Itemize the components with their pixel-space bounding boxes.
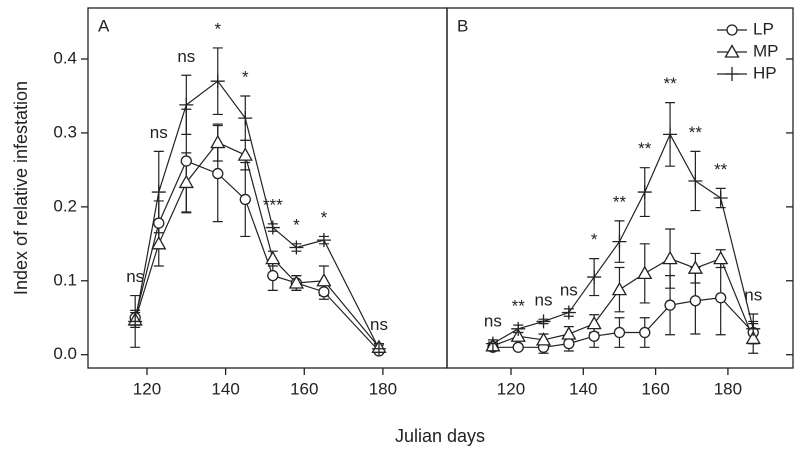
- data-point: [265, 250, 281, 265]
- legend-label: MP: [753, 41, 779, 60]
- significance-label: **: [714, 160, 728, 179]
- significance-label: ns: [150, 123, 168, 142]
- data-point: [316, 233, 331, 248]
- y-tick-label: 0.0: [53, 344, 77, 363]
- data-point: [561, 305, 576, 320]
- series-line: [492, 297, 754, 348]
- data-point: [151, 235, 167, 250]
- data-point: [238, 111, 253, 126]
- significance-label: *: [591, 230, 598, 249]
- x-tick-label: 180: [714, 379, 742, 398]
- data-point: [210, 134, 226, 149]
- data-point: [179, 97, 194, 112]
- significance-label: ns: [126, 267, 144, 286]
- significance-label: *: [321, 208, 328, 227]
- significance-label: **: [512, 297, 526, 316]
- data-point: [512, 341, 524, 353]
- data-point: [663, 127, 678, 142]
- data-point: [637, 265, 653, 280]
- series-line: [134, 160, 380, 352]
- panel-title: B: [457, 16, 468, 35]
- data-point: [265, 220, 280, 235]
- data-point: [713, 190, 728, 205]
- data-point: [151, 185, 166, 200]
- data-point: [587, 270, 602, 285]
- data-point: [316, 272, 332, 287]
- y-tick-label: 0.4: [53, 48, 77, 67]
- data-point: [637, 185, 652, 200]
- x-tick-label: 160: [290, 379, 318, 398]
- data-point: [688, 173, 703, 188]
- x-tick-label: 140: [569, 379, 597, 398]
- data-point: [664, 299, 676, 311]
- data-point: [586, 315, 602, 330]
- panel-title: A: [98, 16, 110, 35]
- panel-frame: [446, 7, 794, 369]
- significance-label: **: [613, 192, 627, 211]
- x-tick-label: 160: [641, 379, 669, 398]
- data-point: [639, 326, 651, 339]
- y-axis-label: Index of relative infestation: [11, 81, 31, 295]
- data-point: [561, 326, 577, 340]
- data-point: [611, 281, 628, 296]
- data-point: [288, 275, 305, 289]
- data-point: [212, 167, 224, 180]
- legend-label: HP: [753, 63, 777, 82]
- data-point: [536, 314, 551, 329]
- data-point: [746, 321, 761, 336]
- significance-label: *: [214, 19, 221, 38]
- data-point: [267, 269, 279, 282]
- legend-label: LP: [753, 19, 774, 38]
- significance-label: *: [242, 67, 249, 86]
- data-point: [687, 260, 703, 274]
- data-point: [715, 292, 727, 304]
- significance-label: ns: [177, 47, 195, 66]
- significance-label: **: [638, 139, 652, 158]
- x-tick-label: 120: [497, 379, 525, 398]
- significance-label: *: [293, 215, 300, 234]
- data-point: [713, 250, 729, 265]
- x-tick-label: 120: [133, 379, 161, 398]
- data-point: [662, 250, 678, 265]
- data-point: [612, 234, 627, 249]
- data-point: [239, 193, 251, 206]
- y-tick-label: 0.3: [53, 122, 77, 141]
- data-point: [745, 330, 761, 345]
- data-point: [210, 74, 225, 89]
- panel-frame: [87, 7, 448, 369]
- significance-label: **: [689, 123, 703, 142]
- y-tick-label: 0.2: [53, 196, 77, 215]
- data-point: [563, 337, 575, 350]
- data-point: [153, 217, 165, 229]
- data-point: [128, 314, 143, 329]
- series-line: [134, 141, 380, 348]
- x-tick-label: 180: [369, 379, 397, 398]
- significance-label: ***: [263, 195, 283, 214]
- legend-marker: [726, 24, 738, 36]
- legend-marker: [724, 44, 740, 58]
- data-point: [371, 341, 386, 356]
- significance-label: **: [663, 74, 677, 93]
- data-point: [511, 321, 526, 336]
- data-point: [237, 147, 253, 161]
- y-tick-label: 0.1: [53, 270, 77, 289]
- data-point: [180, 155, 192, 167]
- data-point: [535, 332, 552, 346]
- data-point: [178, 174, 194, 189]
- data-point: [689, 295, 702, 307]
- data-point: [289, 240, 304, 255]
- significance-label: ns: [370, 315, 388, 334]
- data-point: [485, 336, 500, 351]
- legend-marker: [725, 67, 739, 81]
- data-point: [588, 330, 600, 342]
- significance-label: ns: [535, 291, 553, 310]
- x-tick-label: 140: [211, 379, 239, 398]
- significance-label: ns: [560, 280, 578, 299]
- data-point: [613, 326, 626, 339]
- significance-label: ns: [744, 286, 762, 305]
- significance-label: ns: [484, 311, 502, 330]
- data-point: [318, 286, 330, 298]
- x-axis-label: Julian days: [395, 426, 485, 446]
